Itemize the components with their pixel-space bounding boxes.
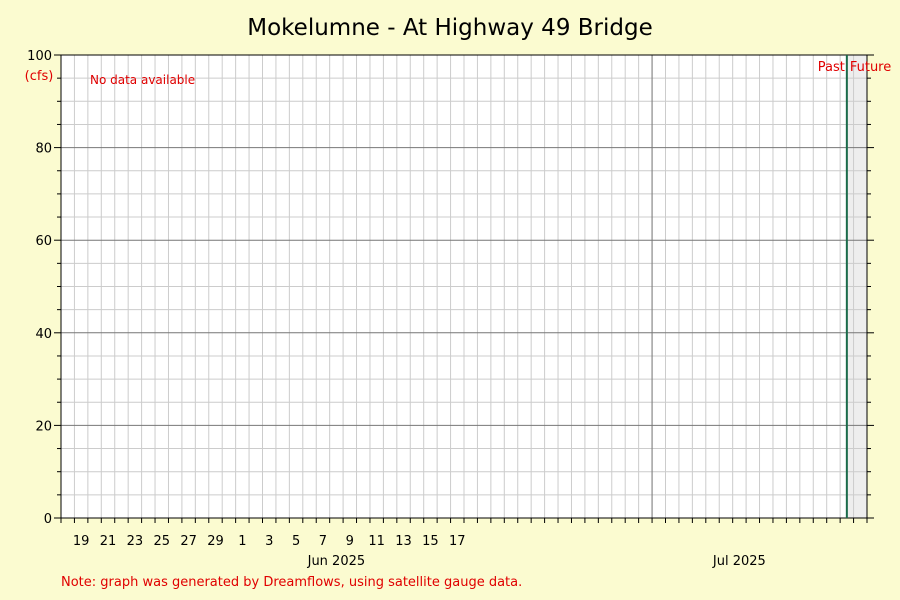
y-tick-label: 20 bbox=[35, 419, 52, 434]
future-label: Future bbox=[850, 60, 891, 75]
x-tick-label: 9 bbox=[346, 534, 354, 549]
y-axis-unit-label: (cfs) bbox=[25, 69, 54, 84]
y-tick-label: 0 bbox=[44, 512, 52, 527]
x-tick-label: 3 bbox=[265, 534, 273, 549]
month-label: Jun 2025 bbox=[307, 554, 366, 569]
month-labels: Jun 2025 Jul 2025 bbox=[307, 554, 766, 569]
no-data-message: No data available bbox=[90, 73, 195, 87]
footer-note: Note: graph was generated by Dreamflows,… bbox=[61, 575, 522, 590]
x-tick-label: 17 bbox=[449, 534, 466, 549]
major-gridlines bbox=[61, 55, 867, 518]
y-tick-label: 80 bbox=[35, 142, 52, 157]
y-tick-label: 100 bbox=[27, 49, 52, 64]
chart-title: Mokelumne - At Highway 49 Bridge bbox=[247, 15, 653, 41]
x-tick-label: 13 bbox=[395, 534, 412, 549]
y-tick-label: 60 bbox=[35, 234, 52, 249]
axis-ticks bbox=[54, 54, 874, 523]
x-tick-label: 27 bbox=[180, 534, 197, 549]
x-tick-label: 5 bbox=[292, 534, 300, 549]
minor-gridlines bbox=[61, 55, 867, 518]
x-tick-label: 23 bbox=[127, 534, 144, 549]
x-tick-label: 29 bbox=[207, 534, 224, 549]
x-tick-label: 7 bbox=[319, 534, 327, 549]
x-tick-label: 25 bbox=[153, 534, 170, 549]
y-axis-labels: 0 20 40 60 80 100 bbox=[27, 49, 52, 527]
y-tick-label: 40 bbox=[35, 327, 52, 342]
x-tick-label: 1 bbox=[238, 534, 246, 549]
x-tick-label: 21 bbox=[100, 534, 117, 549]
month-label: Jul 2025 bbox=[712, 554, 766, 569]
x-tick-label: 15 bbox=[422, 534, 439, 549]
past-label: Past bbox=[818, 60, 845, 75]
x-tick-label: 11 bbox=[368, 534, 385, 549]
x-axis-labels: 19 21 23 25 27 29 1 3 5 7 9 11 13 15 17 bbox=[73, 534, 466, 549]
x-tick-label: 19 bbox=[73, 534, 90, 549]
